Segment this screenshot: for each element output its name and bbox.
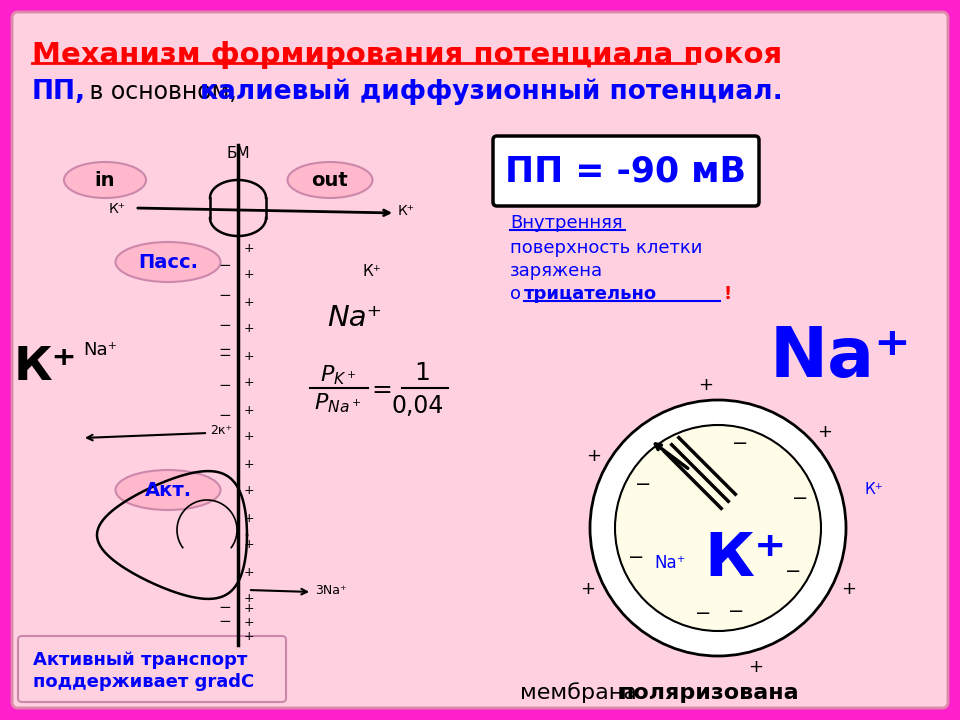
Text: −: −: [219, 614, 231, 629]
Ellipse shape: [115, 470, 221, 510]
Text: +: +: [244, 295, 254, 308]
Text: БМ: БМ: [227, 145, 250, 161]
Text: К⁺: К⁺: [398, 204, 415, 218]
Text: К⁺: К⁺: [13, 346, 77, 390]
Text: +: +: [244, 377, 254, 390]
Text: −: −: [219, 408, 231, 423]
Text: ПП,: ПП,: [32, 79, 86, 105]
Text: +: +: [244, 485, 254, 498]
Text: поверхность клетки: поверхность клетки: [510, 239, 703, 257]
Text: +: +: [580, 580, 595, 598]
Text: 3Na⁺: 3Na⁺: [315, 583, 347, 596]
Text: о: о: [510, 285, 521, 303]
Text: −: −: [219, 348, 231, 362]
Text: +: +: [244, 241, 254, 254]
Text: Механизм формирования потенциала покоя: Механизм формирования потенциала покоя: [32, 41, 782, 69]
Circle shape: [590, 400, 846, 656]
Text: −: −: [219, 287, 231, 302]
Text: Внутренняя: Внутренняя: [510, 214, 623, 232]
Text: калиевый диффузионный потенциал.: калиевый диффузионный потенциал.: [200, 78, 782, 105]
Text: −: −: [792, 489, 808, 508]
Text: в основном,: в основном,: [82, 80, 244, 104]
Text: +: +: [244, 601, 254, 614]
Ellipse shape: [287, 162, 372, 198]
Text: !: !: [723, 285, 732, 303]
Text: трицательно: трицательно: [524, 285, 658, 303]
FancyBboxPatch shape: [493, 136, 759, 206]
Text: К⁺: К⁺: [109, 202, 126, 216]
Ellipse shape: [64, 162, 146, 198]
Text: +: +: [244, 511, 254, 524]
Text: +: +: [748, 658, 763, 676]
Text: Na⁺: Na⁺: [655, 554, 685, 572]
Text: поляризована: поляризована: [618, 683, 799, 703]
Text: поддерживает gradC: поддерживает gradC: [33, 673, 254, 691]
Text: +: +: [244, 403, 254, 416]
Text: +: +: [244, 349, 254, 362]
Text: out: out: [312, 171, 348, 189]
Text: −: −: [219, 343, 231, 358]
Text: −: −: [219, 600, 231, 616]
Text: К⁺: К⁺: [864, 482, 883, 498]
Text: −: −: [635, 475, 651, 494]
FancyBboxPatch shape: [12, 12, 948, 708]
Text: +: +: [244, 616, 254, 629]
Text: Акт.: Акт.: [144, 480, 192, 500]
Text: +: +: [244, 457, 254, 470]
Text: ПП = -90 мВ: ПП = -90 мВ: [505, 154, 747, 188]
Text: −: −: [219, 258, 231, 272]
Text: in: in: [95, 171, 115, 189]
Text: 2к⁺: 2к⁺: [210, 425, 232, 438]
Text: −: −: [695, 604, 711, 624]
Text: +: +: [244, 431, 254, 444]
Text: +: +: [244, 565, 254, 578]
Text: 0,04: 0,04: [392, 394, 444, 418]
Text: 1: 1: [414, 361, 430, 385]
Text: −: −: [219, 318, 231, 333]
Text: −: −: [219, 377, 231, 392]
Text: =: =: [372, 378, 393, 402]
Text: +: +: [244, 269, 254, 282]
Text: $P_{Na^+}$: $P_{Na^+}$: [314, 391, 362, 415]
Text: Na⁺: Na⁺: [769, 325, 911, 392]
Text: Na⁺: Na⁺: [83, 341, 117, 359]
Text: +: +: [818, 423, 832, 441]
FancyBboxPatch shape: [18, 636, 286, 702]
Text: −: −: [732, 434, 749, 454]
Text: −: −: [785, 562, 802, 581]
Text: +: +: [841, 580, 856, 598]
Text: $P_{K^+}$: $P_{K^+}$: [320, 363, 356, 387]
Text: +: +: [244, 323, 254, 336]
Text: +: +: [698, 376, 713, 394]
Text: Na⁺: Na⁺: [327, 304, 382, 332]
Text: −: −: [728, 601, 744, 621]
Text: +: +: [244, 539, 254, 552]
Text: +: +: [244, 629, 254, 642]
Text: заряжена: заряжена: [510, 262, 603, 280]
Text: +: +: [244, 593, 254, 606]
Text: мембрана: мембрана: [520, 683, 644, 703]
Text: К⁺: К⁺: [362, 264, 381, 279]
Circle shape: [615, 425, 821, 631]
Text: +: +: [586, 447, 601, 465]
Text: −: −: [628, 548, 644, 567]
Ellipse shape: [115, 242, 221, 282]
Text: Активный транспорт: Активный транспорт: [33, 651, 248, 669]
Text: К⁺: К⁺: [705, 531, 787, 590]
Text: Пасс.: Пасс.: [138, 253, 198, 271]
